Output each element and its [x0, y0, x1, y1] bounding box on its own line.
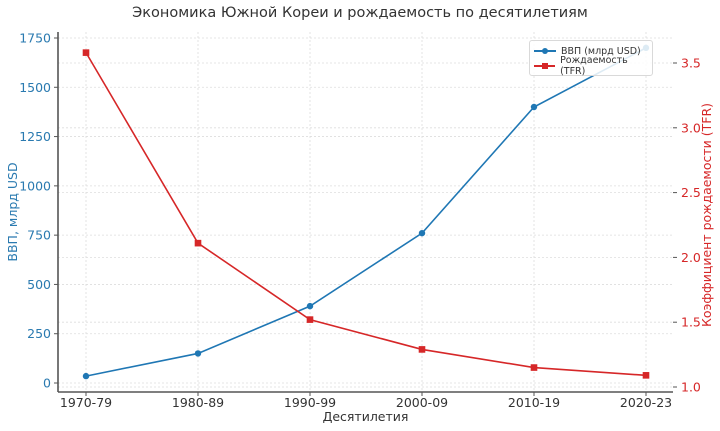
legend-item-tfr: Рождаемость (TFR) — [534, 55, 652, 77]
data-point — [194, 239, 202, 247]
grid — [58, 32, 673, 392]
data-point — [82, 49, 90, 56]
data-point — [306, 316, 314, 323]
legend-item-gdp: ВВП (млрд USD) — [534, 44, 641, 58]
legend-tfr-swatch-icon — [534, 61, 556, 71]
left-y-tick-label: 1250 — [19, 129, 51, 144]
x-tick-label: 2010-19 — [508, 395, 560, 410]
chart-title: Экономика Южной Кореи и рождаемость по д… — [132, 5, 588, 21]
axis-labels: 0 250 500 750 1000 1250 1500 1750 1.0 1.5 2.0 2.5 3.… — [5, 31, 714, 425]
x-tick-label: 1980-89 — [172, 395, 224, 410]
right-y-tick-label: 1.0 — [681, 380, 701, 395]
data-point — [530, 364, 538, 371]
legend: ВВП (млрд USD) Рождаемость (TFR) — [529, 40, 653, 77]
right-y-tick-label: 3.5 — [681, 56, 701, 71]
right-y-tick-label: 2.5 — [681, 185, 701, 200]
legend-gdp-swatch-icon — [534, 46, 556, 56]
legend-gdp-label: ВВП (млрд USD) — [561, 45, 641, 57]
x-axis-label: Десятилетия — [323, 409, 409, 424]
x-tick-label: 1990-99 — [284, 395, 336, 410]
left-y-tick-label: 1500 — [19, 80, 51, 95]
right-y-axis-label: Коэффициент рождаемости (TFR) — [699, 103, 714, 327]
series-line — [85, 47, 647, 377]
x-tick-label: 2020-23 — [620, 395, 672, 410]
data-point — [530, 103, 538, 111]
data-point — [306, 302, 314, 310]
data-point — [82, 372, 90, 380]
left-y-tick-label: 500 — [27, 277, 51, 292]
x-tick-label: 1970-79 — [60, 395, 112, 410]
x-tick-label: 2000-09 — [396, 395, 448, 410]
left-y-tick-label: 750 — [27, 228, 51, 243]
right-y-tick-label: 3.0 — [681, 120, 701, 135]
right-y-tick-label: 1.5 — [681, 315, 701, 330]
left-y-tick-label: 1750 — [19, 31, 51, 46]
left-y-tick-label: 250 — [27, 326, 51, 341]
axes — [54, 32, 677, 396]
series-line — [85, 52, 647, 377]
data-point — [418, 346, 426, 353]
series — [82, 44, 650, 380]
left-y-tick-label: 1000 — [19, 178, 51, 193]
left-y-axis-label: ВВП, млрд USD — [5, 162, 20, 261]
right-y-tick-label: 2.0 — [681, 250, 701, 265]
data-point — [642, 372, 650, 379]
data-point — [194, 350, 202, 357]
left-y-tick-label: 0 — [43, 376, 51, 391]
legend-tfr-label: Рождаемость (TFR) — [560, 55, 628, 77]
data-point — [418, 229, 426, 237]
